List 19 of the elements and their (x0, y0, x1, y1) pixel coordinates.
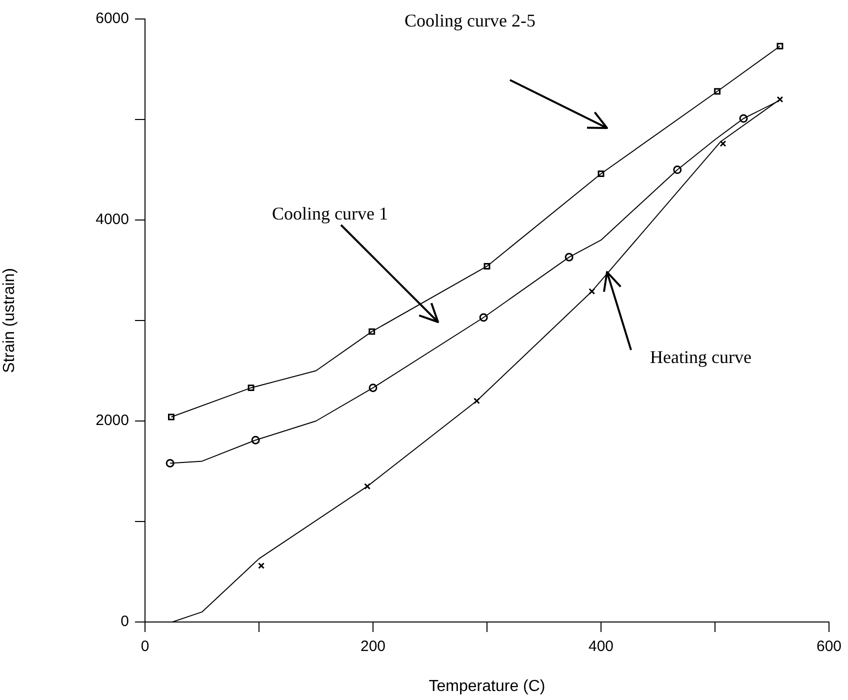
y-tick-label: 0 (120, 613, 129, 630)
x-axis-title: Temperature (C) (428, 678, 546, 695)
point (720, 140, 726, 147)
y-tick-label: 6000 (96, 10, 129, 28)
point (474, 398, 480, 404)
x-tick-label: 200 (360, 638, 386, 656)
point (588, 288, 596, 295)
y-tick-label: 2000 (96, 412, 129, 430)
point (364, 483, 371, 490)
point (258, 562, 265, 569)
x-tick-label: 400 (588, 638, 614, 656)
x-tick-label: 0 (140, 638, 150, 656)
annotation: Heating curve (650, 346, 752, 367)
y-axis-title: Strain (ustrain) (1, 268, 18, 373)
annotation: Cooling curve 2-5 (404, 10, 536, 31)
point (166, 458, 174, 468)
annotation: Cooling curve 1 (272, 204, 388, 224)
x-tick-label: 600 (816, 638, 842, 656)
y-tick-label: 4000 (96, 211, 129, 228)
